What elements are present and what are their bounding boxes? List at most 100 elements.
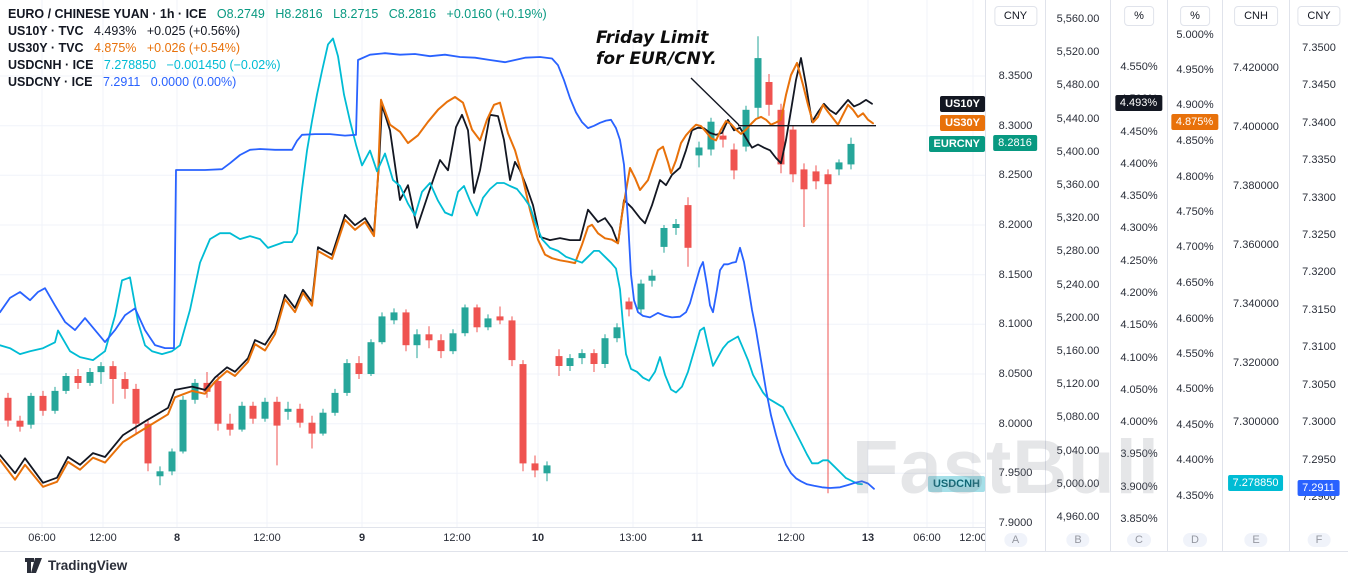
candle-body[interactable] bbox=[156, 471, 164, 477]
candle-body[interactable] bbox=[4, 397, 12, 421]
candle-body[interactable] bbox=[144, 423, 152, 464]
candle-body[interactable] bbox=[508, 320, 516, 361]
candle-body[interactable] bbox=[168, 451, 176, 472]
candle-body[interactable] bbox=[296, 408, 304, 423]
scale-letter-F[interactable]: F bbox=[1307, 533, 1331, 547]
candle-body[interactable] bbox=[730, 149, 738, 171]
candle-body[interactable] bbox=[390, 312, 398, 321]
price-scale-E[interactable]: CNH 7.420000 7.400000 7.380000 7.360000 7.340… bbox=[1222, 0, 1289, 551]
candle-body[interactable] bbox=[625, 301, 633, 310]
candle-body[interactable] bbox=[402, 312, 410, 346]
candle-body[interactable] bbox=[86, 372, 94, 383]
price-scale-B[interactable]: 5,560.00 5,520.00 5,480.00 5,440.00 5,400.00… bbox=[1045, 0, 1110, 551]
candle-body[interactable] bbox=[496, 316, 504, 321]
candle-body[interactable] bbox=[179, 399, 187, 452]
candle-body[interactable] bbox=[660, 228, 668, 247]
scale-letter-B[interactable]: B bbox=[1066, 533, 1090, 547]
candle-body[interactable] bbox=[765, 82, 773, 105]
candle-body[interactable] bbox=[835, 162, 843, 170]
candle-body[interactable] bbox=[97, 366, 105, 373]
candle-body[interactable] bbox=[249, 405, 257, 419]
chart-plot-area[interactable]: EURO / CHINESE YUAN · 1h · ICE O8.2749 H… bbox=[0, 0, 985, 527]
price-scale-A[interactable]: CNY 8.3500 8.3000 8.2500 8.2000 8.1500 8.1000 8… bbox=[985, 0, 1045, 551]
candle-body[interactable] bbox=[16, 420, 24, 427]
candle-body[interactable] bbox=[284, 408, 292, 412]
candle-body[interactable] bbox=[214, 381, 222, 424]
candle-body[interactable] bbox=[437, 340, 445, 352]
candle-body[interactable] bbox=[62, 376, 70, 391]
candle-body[interactable] bbox=[555, 356, 563, 366]
symbol-title[interactable]: US10Y · TVC bbox=[8, 24, 84, 38]
candle-body[interactable] bbox=[684, 205, 692, 248]
candle-body[interactable] bbox=[695, 147, 703, 156]
legend-row-usdcnh[interactable]: USDCNH · ICE 7.278850 −0.001450 (−0.02%) bbox=[8, 57, 547, 74]
scale-letter-A[interactable]: A bbox=[1003, 533, 1028, 547]
candle-body[interactable] bbox=[27, 395, 35, 425]
candle-body[interactable] bbox=[672, 224, 680, 228]
legend-main-row[interactable]: EURO / CHINESE YUAN · 1h · ICE O8.2749 H… bbox=[8, 6, 547, 23]
symbol-title[interactable]: US30Y · TVC bbox=[8, 41, 84, 55]
candle-body[interactable] bbox=[355, 363, 363, 374]
candle-body[interactable] bbox=[484, 318, 492, 328]
candle-body[interactable] bbox=[331, 392, 339, 413]
candle-body[interactable] bbox=[707, 121, 715, 150]
usdcny-line[interactable] bbox=[0, 52, 875, 490]
price-scale-D[interactable]: % 5.000% 4.950% 4.900% 4.850% 4.800% 4.750% 4.7… bbox=[1167, 0, 1222, 551]
candle-body[interactable] bbox=[648, 275, 656, 281]
candle-body[interactable] bbox=[425, 334, 433, 341]
price-scale-F[interactable]: CNY 7.3500 7.3450 7.3400 7.3350 7.3300 7.3250 7… bbox=[1289, 0, 1348, 551]
candle-body[interactable] bbox=[109, 366, 117, 379]
candle-body[interactable] bbox=[413, 334, 421, 346]
symbol-title[interactable]: USDCNH · ICE bbox=[8, 58, 94, 72]
scale-header-button-D[interactable]: % bbox=[1180, 6, 1210, 26]
candle-body[interactable] bbox=[343, 363, 351, 393]
candle-body[interactable] bbox=[613, 327, 621, 339]
candle-body[interactable] bbox=[578, 353, 586, 359]
legend-row-usdcny[interactable]: USDCNY · ICE 7.2911 0.0000 (0.00%) bbox=[8, 74, 547, 91]
time-axis[interactable]: 06:00 12:00 8 12:00 9 12:00 10 13:00 11 12:00 13 06… bbox=[0, 528, 985, 551]
legend-row-us30y[interactable]: US30Y · TVC 4.875% +0.026 (+0.54%) bbox=[8, 40, 547, 57]
candle-body[interactable] bbox=[51, 390, 59, 411]
candle-body[interactable] bbox=[601, 338, 609, 364]
candle-body[interactable] bbox=[789, 129, 797, 175]
scale-header-button-F[interactable]: CNY bbox=[1297, 6, 1341, 26]
scale-header-button-E[interactable]: CNH bbox=[1234, 6, 1278, 26]
scale-header-button-A[interactable]: CNY bbox=[993, 6, 1038, 26]
candle-body[interactable] bbox=[777, 109, 785, 165]
candle-body[interactable] bbox=[531, 463, 539, 471]
symbol-title[interactable]: USDCNY · ICE bbox=[8, 75, 93, 89]
candle-body[interactable] bbox=[367, 342, 375, 374]
price-scale-C[interactable]: %4.550%4.500%4.450%4.400%4.350%4.300%4.2… bbox=[1110, 0, 1167, 551]
candle-body[interactable] bbox=[74, 376, 82, 383]
candle-body[interactable] bbox=[449, 333, 457, 352]
candle-body[interactable] bbox=[121, 379, 129, 389]
us30y-line[interactable] bbox=[0, 61, 874, 488]
candle-body[interactable] bbox=[461, 307, 469, 334]
candle-body[interactable] bbox=[319, 412, 327, 434]
candle-body[interactable] bbox=[719, 135, 727, 140]
scale-letter-D[interactable]: D bbox=[1183, 533, 1207, 547]
tradingview-brand[interactable]: TradingView bbox=[25, 558, 127, 573]
candle-body[interactable] bbox=[238, 405, 246, 430]
candle-body[interactable] bbox=[226, 423, 234, 430]
usdcnh-line[interactable] bbox=[0, 37, 863, 486]
candle-body[interactable] bbox=[308, 422, 316, 434]
candle-body[interactable] bbox=[590, 353, 598, 364]
candle-body[interactable] bbox=[824, 174, 832, 185]
candle-body[interactable] bbox=[378, 316, 386, 343]
candle-body[interactable] bbox=[543, 465, 551, 474]
main-symbol-title[interactable]: EURO / CHINESE YUAN · 1h · ICE bbox=[8, 7, 207, 21]
candle-body[interactable] bbox=[273, 401, 281, 426]
candle-body[interactable] bbox=[519, 364, 527, 464]
candle-body[interactable] bbox=[132, 388, 140, 424]
candle-body[interactable] bbox=[800, 169, 808, 190]
candle-body[interactable] bbox=[637, 283, 645, 310]
scale-letter-C[interactable]: C bbox=[1127, 533, 1151, 547]
legend-row-us10y[interactable]: US10Y · TVC 4.493% +0.025 (+0.56%) bbox=[8, 23, 547, 40]
candle-body[interactable] bbox=[812, 171, 820, 182]
scale-header-button-C[interactable]: % bbox=[1124, 6, 1154, 26]
candle-body[interactable] bbox=[566, 358, 574, 366]
scale-letter-E[interactable]: E bbox=[1244, 533, 1268, 547]
candle-body[interactable] bbox=[39, 395, 47, 411]
us10y-line[interactable] bbox=[0, 57, 873, 484]
